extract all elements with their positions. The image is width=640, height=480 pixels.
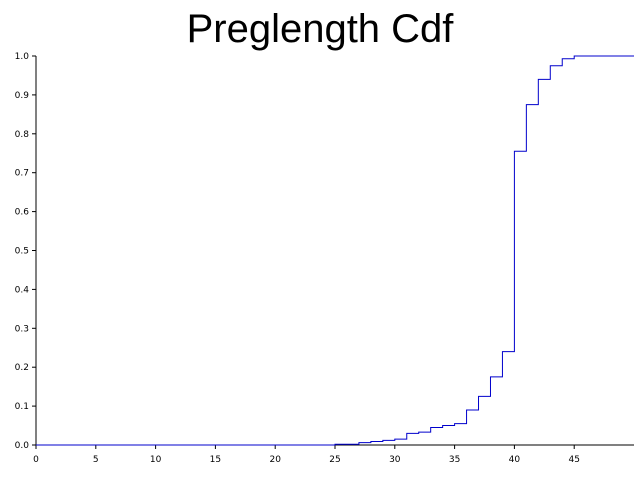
x-tick-label: 0	[33, 455, 39, 465]
y-tick-label: 0.4	[15, 285, 30, 295]
x-tick-label: 15	[210, 455, 221, 465]
y-tick-label: 0.8	[15, 130, 30, 140]
x-tick-label: 35	[449, 455, 460, 465]
y-tick-label: 0.1	[15, 402, 29, 412]
y-tick-label: 0.5	[15, 247, 29, 257]
x-tick-label: 10	[150, 455, 162, 465]
x-tick-label: 30	[389, 455, 401, 465]
y-tick-label: 0.6	[15, 208, 30, 218]
y-tick-label: 0.7	[15, 169, 29, 179]
cdf-step-line	[36, 55, 634, 446]
y-tick-label: 0.0	[15, 441, 30, 451]
x-tick-label: 40	[509, 455, 521, 465]
y-tick-label: 0.9	[15, 91, 30, 101]
x-tick-label: 25	[329, 455, 340, 465]
y-tick-label: 0.3	[15, 324, 29, 334]
chart-title: Preglength Cdf	[187, 7, 455, 51]
y-ticks: 0.0 0.1 0.2 0.3 0.4 0.5 0.6 0.7 0.8 0.9 1.0	[15, 52, 36, 451]
x-ticks: 0 5 10 15 20 25 30 35 40 45	[33, 445, 580, 465]
x-tick-label: 20	[269, 455, 281, 465]
y-tick-label: 1.0	[15, 52, 30, 62]
y-tick-label: 0.2	[15, 363, 29, 373]
x-tick-label: 45	[568, 455, 579, 465]
x-tick-label: 5	[93, 455, 99, 465]
